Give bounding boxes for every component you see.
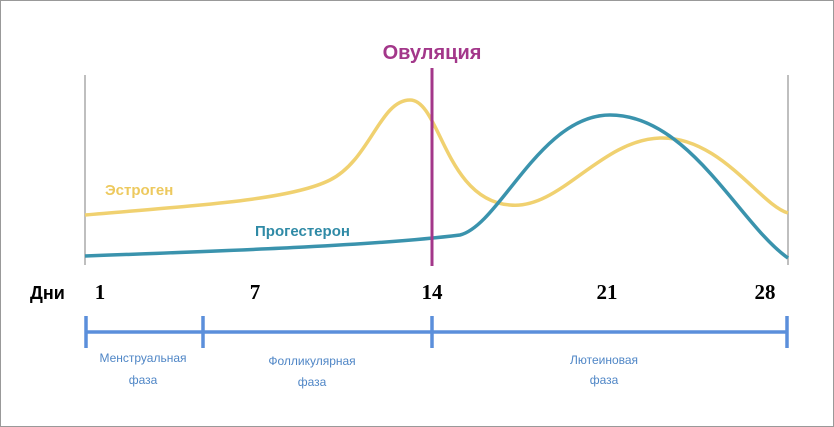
- phase-label: фаза: [590, 373, 619, 387]
- day-label: 14: [422, 280, 444, 304]
- phase-label: фаза: [129, 373, 158, 387]
- progesterone-curve: [84, 113, 789, 260]
- day-label: 1: [95, 280, 106, 304]
- day-label: 21: [597, 280, 618, 304]
- title: Овуляция: [383, 42, 482, 64]
- phase-label: Фолликулярная: [268, 354, 355, 368]
- axis-label: Дни: [30, 283, 65, 303]
- phase-label: Менструальная: [99, 351, 186, 365]
- day-label: 7: [250, 280, 261, 304]
- phase-bar: [84, 316, 789, 348]
- estrogen-label: Эстроген: [105, 182, 173, 199]
- phase-label: фаза: [298, 375, 327, 389]
- day-label: 28: [755, 280, 776, 304]
- phase-label: Лютеиновая: [570, 353, 638, 367]
- progesterone-label: Прогестерон: [255, 223, 350, 240]
